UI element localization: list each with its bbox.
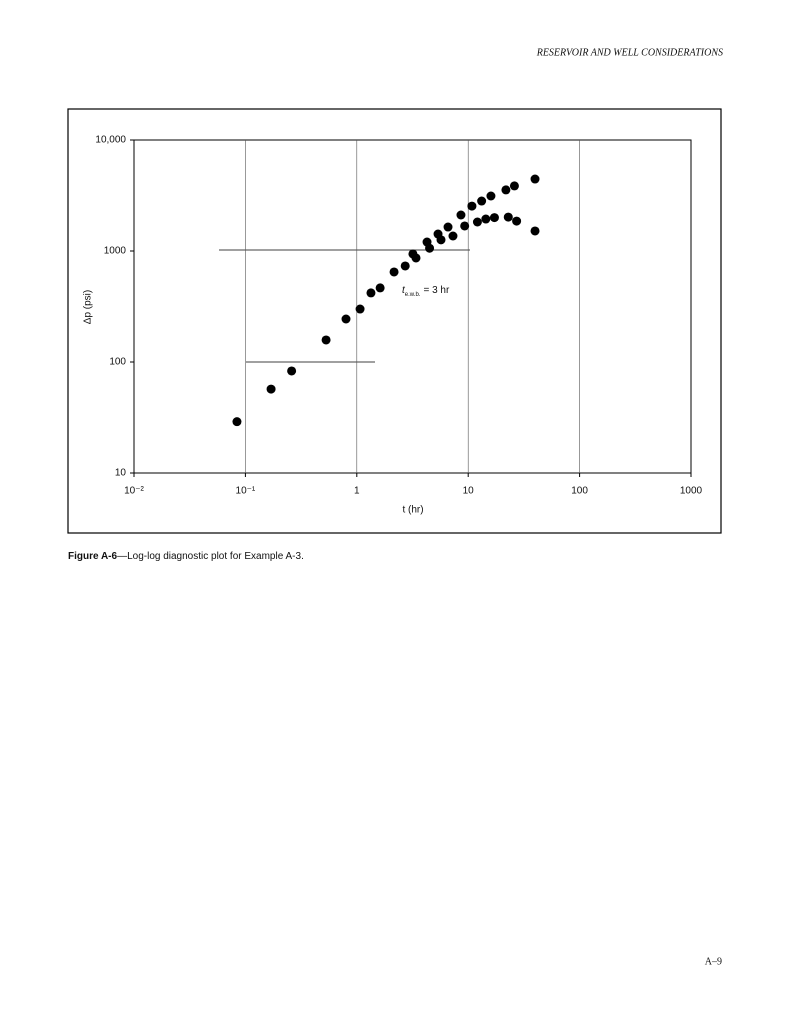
y-tick-label: 1000 xyxy=(104,246,127,257)
data-point xyxy=(501,185,511,195)
annotation-subscript: e.w.b. xyxy=(405,292,421,298)
y-tick-label: 10,000 xyxy=(95,135,126,146)
data-point xyxy=(448,231,458,241)
data-point xyxy=(287,366,297,376)
annotation-text: = 3 hr xyxy=(423,285,450,296)
data-point xyxy=(472,217,482,227)
plot-area xyxy=(133,139,692,474)
data-point xyxy=(512,216,522,226)
data-point xyxy=(460,221,470,231)
x-tick-label: 1000 xyxy=(680,486,703,497)
data-point xyxy=(503,212,513,222)
x-tick-label: 1 xyxy=(354,486,360,497)
x-tick-label: 10 xyxy=(463,486,475,497)
annotation-symbol: t xyxy=(402,285,406,296)
data-point xyxy=(486,191,496,201)
data-point xyxy=(425,243,435,253)
data-point xyxy=(467,201,477,211)
y-tick-label: 10 xyxy=(115,468,127,479)
page-number: A–9 xyxy=(705,956,722,967)
data-point xyxy=(489,213,499,223)
data-point xyxy=(389,267,399,277)
data-point xyxy=(509,181,519,191)
x-tick-label: 100 xyxy=(571,486,588,497)
data-point xyxy=(321,335,331,345)
data-point xyxy=(375,283,385,293)
y-axis-label: Δp (psi) xyxy=(83,290,94,324)
figure-caption: Figure A-6—Log-log diagnostic plot for E… xyxy=(68,551,304,562)
data-point xyxy=(443,222,453,232)
data-point xyxy=(456,210,466,220)
caption-text: —Log-log diagnostic plot for Example A-3… xyxy=(117,551,304,562)
data-point xyxy=(341,314,351,324)
x-tick-label: 10⁻¹ xyxy=(236,486,256,497)
data-point xyxy=(355,304,365,314)
data-point xyxy=(400,261,410,271)
data-point xyxy=(411,253,421,263)
data-point xyxy=(477,196,487,206)
x-tick-label: 10⁻² xyxy=(124,486,144,497)
data-point xyxy=(266,384,276,394)
data-point xyxy=(481,214,491,224)
data-point xyxy=(366,288,376,298)
data-point xyxy=(232,417,242,427)
figure-frame xyxy=(67,108,722,534)
data-point xyxy=(530,226,540,236)
data-point xyxy=(436,235,446,245)
running-header: RESERVOIR AND WELL CONSIDERATIONS xyxy=(536,47,723,58)
x-axis-label: t (hr) xyxy=(402,505,423,516)
y-tick-label: 100 xyxy=(109,357,126,368)
caption-label: Figure A-6 xyxy=(68,551,118,562)
data-point xyxy=(530,174,540,184)
annotation: te.w.b. = 3 hr xyxy=(402,285,450,298)
